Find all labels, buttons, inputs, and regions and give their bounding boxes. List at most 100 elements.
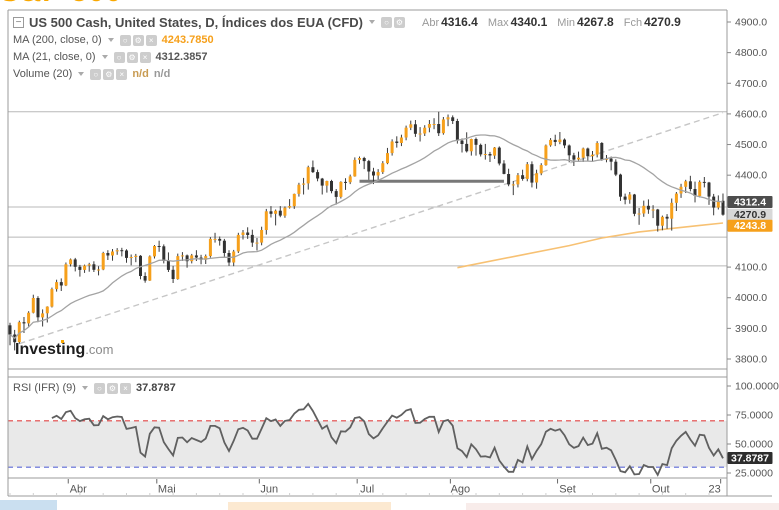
- price-axis[interactable]: 4900.0 4800.0 4700.0 4600.0 4500.0 4400.0 4100…: [727, 17, 767, 366]
- candle-up: [651, 209, 655, 211]
- chevron-down-icon[interactable]: [78, 72, 85, 76]
- visibility-toggle-icon[interactable]: ○: [380, 16, 392, 28]
- candle-up: [409, 124, 413, 128]
- high-value: 4340.1: [510, 15, 548, 29]
- candle-up: [148, 256, 152, 281]
- chevron-down-icon[interactable]: [107, 38, 114, 42]
- candle-up: [581, 148, 585, 158]
- rsi-axis-label: 100.0000: [735, 381, 779, 393]
- price-axis-label: 3800.0: [735, 354, 767, 366]
- candle-down: [278, 210, 282, 216]
- candle-up: [45, 306, 49, 314]
- candle-up: [180, 255, 184, 257]
- visibility-toggle-icon[interactable]: ○: [93, 382, 105, 394]
- visibility-toggle-icon[interactable]: ○: [90, 68, 102, 80]
- indicator-label[interactable]: RSI (IFR) (9): [13, 382, 76, 394]
- candle-down: [78, 266, 82, 270]
- chevron-down-icon[interactable]: [368, 20, 375, 24]
- candle-up: [376, 172, 380, 176]
- rsi-tag-text: 37.8787: [731, 453, 769, 465]
- candle-up: [427, 124, 431, 128]
- candle-up: [642, 205, 646, 214]
- candle-down: [712, 196, 716, 208]
- candle-up: [292, 193, 296, 207]
- visibility-toggle-icon[interactable]: ○: [119, 34, 131, 46]
- candle-down: [92, 264, 96, 270]
- candle-up: [306, 167, 310, 184]
- rsi-current-value: 37.8787: [135, 382, 176, 394]
- candle-up: [55, 282, 59, 290]
- candle-down: [479, 144, 483, 155]
- close-label: Fch: [623, 17, 643, 29]
- gear-icon[interactable]: ⚙: [126, 51, 138, 63]
- candle-up: [441, 119, 445, 134]
- candle-down: [632, 194, 636, 214]
- candle-down: [246, 232, 250, 235]
- candle-up: [302, 183, 306, 185]
- candle-up: [637, 213, 641, 215]
- price-axis-label: 4500.0: [735, 139, 767, 151]
- candle-up: [283, 207, 287, 216]
- close-icon[interactable]: ×: [145, 34, 157, 46]
- price-tag-text: 4312.4: [734, 197, 766, 209]
- candle-up: [176, 256, 180, 280]
- candle-down: [362, 158, 366, 162]
- gear-icon[interactable]: ⚙: [132, 34, 144, 46]
- candle-up: [353, 159, 357, 177]
- candle-up: [115, 250, 119, 252]
- candle-down: [344, 181, 347, 183]
- candle-down: [8, 325, 12, 335]
- candle-down: [372, 171, 375, 176]
- watermark-text: Invest: [15, 341, 62, 358]
- gear-icon[interactable]: ⚙: [106, 382, 118, 394]
- chevron-down-icon[interactable]: [101, 55, 108, 59]
- candle-down: [59, 282, 63, 286]
- close-icon[interactable]: ×: [139, 51, 151, 63]
- symbol-title[interactable]: US 500 Cash, United States, D, Índices d…: [29, 14, 363, 30]
- candle-down: [609, 158, 613, 162]
- candle-up: [418, 133, 422, 135]
- indicator-label[interactable]: MA (200, close, 0): [13, 34, 102, 46]
- candle-down: [702, 181, 706, 183]
- close-icon[interactable]: ×: [119, 382, 131, 394]
- candle-up: [260, 230, 264, 243]
- candle-up: [153, 246, 156, 257]
- gear-icon[interactable]: ⚙: [103, 68, 115, 80]
- indicator-label[interactable]: Volume (20): [13, 68, 73, 80]
- candle-up: [264, 211, 268, 230]
- visibility-toggle-icon[interactable]: ○: [113, 51, 125, 63]
- candle-down: [367, 161, 371, 172]
- watermark-suffix: .com: [85, 342, 114, 357]
- candle-up: [111, 251, 114, 256]
- time-axis-label: Jul: [360, 484, 374, 496]
- close-icon[interactable]: ×: [116, 68, 128, 80]
- candle-up: [386, 153, 389, 164]
- candle-down: [497, 147, 501, 164]
- candle-down: [614, 161, 618, 175]
- candle-up: [558, 139, 562, 143]
- collapse-legend-button[interactable]: −: [13, 16, 24, 28]
- candle-up: [595, 143, 599, 155]
- chevron-down-icon[interactable]: [81, 386, 88, 390]
- price-axis-label: 4400.0: [735, 170, 767, 182]
- candle-up: [255, 242, 259, 244]
- time-axis[interactable]: Abr Mai Jun Jul Ago Set Out 23: [9, 479, 722, 496]
- candle-up: [549, 139, 553, 146]
- rsi-line: [51, 402, 724, 477]
- candle-down: [465, 143, 469, 152]
- candle-up: [446, 117, 450, 120]
- candle-up: [339, 181, 343, 197]
- candle-up: [423, 127, 427, 134]
- rsi-axis-label: 25.0000: [735, 468, 773, 480]
- rsi-axis-label: 50.0000: [735, 439, 773, 451]
- candle-down: [707, 182, 711, 197]
- candle-up: [241, 232, 245, 235]
- indicator-label[interactable]: MA (21, close, 0): [13, 51, 96, 63]
- candle-down: [106, 253, 110, 256]
- candle-down: [222, 240, 226, 253]
- gear-icon[interactable]: ⚙: [393, 16, 405, 28]
- candle-down: [320, 178, 324, 186]
- candle-up: [404, 127, 408, 138]
- candle-down: [460, 140, 464, 144]
